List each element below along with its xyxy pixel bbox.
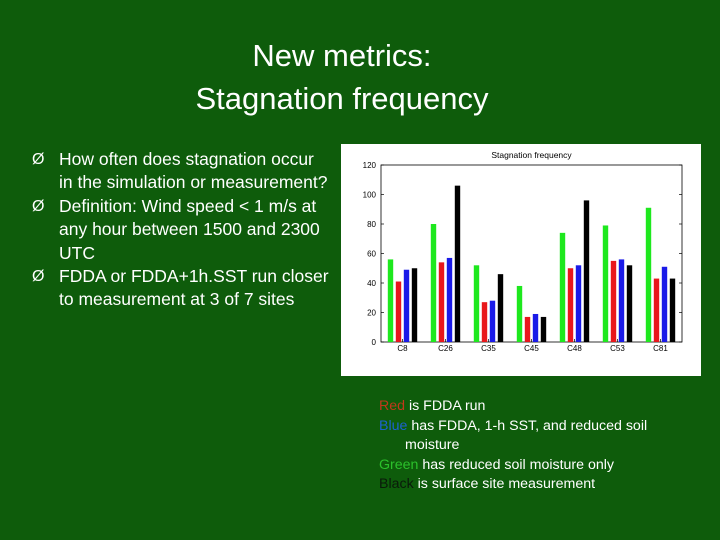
bullet-text: Definition: Wind speed < 1 m/s at any ho… — [59, 195, 320, 263]
bullet-item: Ø FDDA or FDDA+1h.SST run closer to meas… — [32, 265, 332, 312]
legend-black-line: Black is surface site measurement — [379, 475, 699, 495]
bar-green — [430, 224, 437, 342]
legend-black-word: Black — [379, 476, 414, 492]
legend-blue-continuation: moisture — [405, 437, 460, 453]
y-tick-label: 0 — [372, 338, 377, 347]
bar-red — [438, 262, 445, 342]
bar-green — [645, 207, 652, 342]
legend-black-text: is surface site measurement — [413, 476, 596, 492]
bar-chart: Stagnation frequency 0 20 40 60 80 100 120 C8 C26… — [363, 150, 683, 353]
bullet-text: How often does stagnation occur in the s… — [59, 149, 328, 193]
y-tick-label: 60 — [367, 250, 376, 259]
bar-green — [387, 259, 394, 342]
x-tick-label: C48 — [567, 344, 582, 353]
title-line-1: New metrics: — [252, 38, 432, 73]
bar-red — [395, 281, 402, 342]
y-tick-label: 120 — [363, 161, 377, 170]
bar-blue — [532, 313, 539, 342]
y-tick-label: 40 — [367, 279, 376, 288]
x-tick-label: C81 — [653, 344, 668, 353]
bar-blue — [618, 259, 625, 342]
bar-red — [524, 316, 531, 342]
chart-panel: Stagnation frequency 0 20 40 60 80 100 120 C8 C26… — [341, 144, 701, 376]
bar-blue — [489, 300, 496, 342]
legend-green-word: Green — [379, 456, 419, 473]
bar-red — [610, 260, 617, 342]
bullet-item: Ø How often does stagnation occur in the… — [32, 148, 332, 195]
plot-frame — [380, 164, 683, 343]
bar-black — [540, 316, 547, 342]
bullet-text: FDDA or FDDA+1h.SST run closer to measur… — [59, 266, 329, 310]
x-tick-label: C8 — [397, 344, 408, 353]
legend-blue-text: has FDDA, 1-h SST, and reduced soil — [407, 417, 648, 434]
y-tick-label: 100 — [363, 191, 377, 200]
x-tick-label: C45 — [524, 344, 539, 353]
chart-title: Stagnation frequency — [491, 150, 572, 160]
legend-red-line: Red is FDDA run — [379, 397, 699, 417]
y-tick-label: 80 — [367, 220, 376, 229]
legend-green-line: Green has reduced soil moisture only — [379, 456, 699, 476]
legend-red-text: is FDDA run — [405, 398, 486, 414]
x-tick-label: C26 — [438, 344, 453, 353]
bar-black — [583, 200, 590, 342]
bar-blue — [446, 257, 453, 342]
bar-black — [626, 265, 633, 342]
bar-black — [454, 185, 461, 342]
arrow-bullet-icon: Ø — [32, 151, 45, 168]
bar-black — [411, 268, 418, 342]
bullet-item: Ø Definition: Wind speed < 1 m/s at any … — [32, 195, 332, 265]
bar-black — [669, 278, 676, 342]
bar-blue — [575, 265, 582, 342]
bar-blue — [661, 266, 668, 342]
bar-red — [653, 278, 660, 342]
legend-red-word: Red — [379, 398, 406, 414]
legend-blue-line: Blue has FDDA, 1-h SST, and reduced soil — [379, 417, 699, 437]
arrow-bullet-icon: Ø — [32, 268, 45, 286]
bar-green — [473, 265, 480, 342]
title-line-2: Stagnation frequency — [195, 81, 489, 116]
bar-blue — [403, 269, 410, 342]
color-legend: Red is FDDA run Blue has FDDA, 1-h SST, … — [379, 397, 699, 495]
x-tick-label: C53 — [610, 344, 625, 353]
bar-green — [602, 225, 609, 342]
bar-black — [497, 274, 504, 342]
bar-red — [481, 302, 488, 342]
bar-red — [567, 268, 574, 342]
x-tick-label: C35 — [481, 344, 496, 353]
slide-title: New metrics: Stagnation frequency — [0, 34, 684, 120]
legend-blue-word: Blue — [379, 417, 408, 434]
legend-green-text: has reduced soil moisture only — [418, 456, 615, 473]
arrow-bullet-icon: Ø — [32, 197, 45, 215]
bar-green — [516, 285, 523, 342]
bullet-list: Ø How often does stagnation occur in the… — [32, 148, 332, 312]
bar-green — [559, 232, 566, 342]
y-tick-label: 20 — [367, 309, 376, 318]
